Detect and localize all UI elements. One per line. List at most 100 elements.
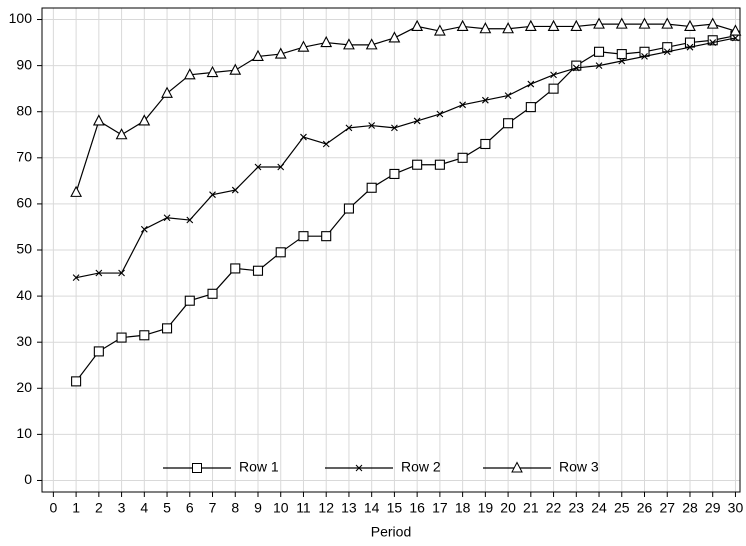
marker — [571, 60, 582, 71]
marker — [502, 22, 515, 34]
x-tick-label: 10 — [273, 500, 289, 516]
marker — [684, 37, 696, 48]
marker — [706, 17, 719, 29]
legend-marker — [511, 461, 523, 473]
x-tick-label: 18 — [455, 500, 471, 516]
legend-label: Row 3 — [559, 459, 599, 475]
x-tick-label: 7 — [209, 500, 217, 516]
x-tick-label: 6 — [186, 500, 194, 516]
marker — [662, 42, 673, 53]
marker — [163, 214, 171, 222]
marker — [300, 133, 307, 141]
x-tick-label: 19 — [478, 500, 494, 516]
marker — [229, 63, 242, 75]
y-tick-label: 70 — [16, 149, 32, 165]
marker — [641, 53, 648, 60]
x-tick-label: 4 — [140, 500, 148, 516]
marker — [548, 83, 559, 94]
y-tick-label: 20 — [16, 379, 32, 395]
x-tick-label: 5 — [163, 500, 171, 516]
marker — [138, 114, 151, 126]
x-tick-label: 24 — [591, 500, 607, 516]
marker — [638, 17, 651, 29]
x-tick-label: 23 — [569, 500, 585, 516]
marker — [183, 68, 196, 80]
marker — [480, 138, 491, 150]
x-tick-label: 27 — [659, 500, 675, 516]
plot-frame — [41, 7, 741, 493]
marker — [456, 19, 469, 31]
marker — [616, 49, 627, 60]
y-tick-label: 100 — [9, 10, 33, 26]
legend-marker — [192, 463, 202, 473]
marker — [274, 47, 287, 59]
marker — [433, 24, 446, 36]
marker — [207, 288, 218, 299]
marker — [503, 118, 514, 129]
marker — [161, 86, 173, 98]
x-tick-label: 22 — [546, 500, 562, 516]
x-tick-label: 12 — [318, 500, 334, 516]
x-tick-label: 11 — [296, 500, 311, 516]
marker — [343, 203, 354, 214]
marker — [206, 65, 219, 78]
legend-label: Row 2 — [401, 459, 441, 475]
marker — [254, 163, 262, 171]
marker — [547, 19, 560, 31]
marker — [365, 38, 378, 50]
marker — [186, 216, 194, 224]
y-tick-label: 60 — [16, 195, 32, 211]
y-tick-label: 50 — [16, 241, 32, 257]
series-line — [75, 23, 736, 193]
marker — [140, 225, 148, 233]
x-tick-label: 2 — [95, 500, 103, 516]
marker — [116, 332, 127, 343]
marker — [368, 122, 376, 129]
legend-label: Row 1 — [239, 459, 279, 475]
marker — [572, 64, 580, 72]
marker — [275, 247, 286, 258]
marker — [504, 92, 512, 99]
marker — [595, 62, 603, 70]
marker — [525, 102, 536, 113]
x-tick-label: 14 — [364, 500, 380, 516]
x-tick-label: 25 — [614, 500, 630, 516]
marker — [550, 71, 557, 79]
marker — [252, 265, 264, 276]
marker — [252, 49, 264, 61]
marker — [639, 46, 650, 57]
y-tick-label: 10 — [16, 425, 32, 441]
marker — [343, 38, 355, 50]
legend-marker — [355, 464, 363, 472]
marker — [593, 46, 605, 57]
marker — [92, 114, 105, 126]
marker — [231, 186, 239, 194]
x-tick-label: 28 — [682, 500, 698, 516]
marker — [161, 323, 173, 334]
marker — [481, 96, 489, 104]
marker — [570, 19, 583, 31]
y-tick-label: 80 — [16, 102, 32, 118]
marker — [71, 376, 82, 387]
marker — [729, 24, 742, 36]
x-tick-label: 3 — [118, 500, 126, 516]
marker — [593, 17, 605, 29]
marker — [388, 31, 401, 43]
marker — [70, 185, 83, 197]
marker — [93, 346, 104, 357]
marker — [277, 163, 285, 171]
marker — [118, 269, 125, 277]
marker — [95, 269, 103, 277]
marker — [459, 101, 467, 109]
x-tick-label: 20 — [500, 500, 516, 516]
marker — [436, 110, 444, 118]
marker — [230, 263, 241, 274]
x-tick-label: 8 — [231, 500, 239, 516]
marker — [457, 152, 468, 163]
x-tick-label: 16 — [409, 500, 425, 516]
x-tick-label: 17 — [432, 500, 448, 516]
x-axis-label: Period — [371, 524, 411, 540]
series-line — [75, 37, 736, 279]
y-tick-label: 0 — [24, 471, 32, 487]
